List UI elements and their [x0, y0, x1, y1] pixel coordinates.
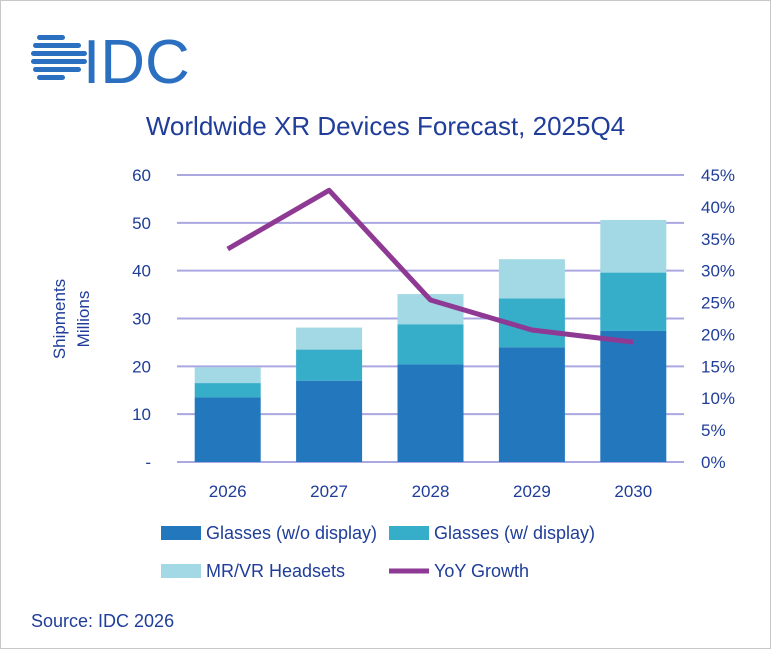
y-tick-label: 40 [132, 262, 151, 281]
logo-stripe [31, 51, 87, 56]
logo-stripe [33, 43, 81, 48]
logo-text: IDC [83, 28, 190, 97]
x-tick-label: 2027 [310, 482, 348, 501]
x-tick-label: 2030 [614, 482, 652, 501]
legend-swatch [161, 564, 201, 578]
bar-segment [296, 327, 363, 350]
legend-label: Glasses (w/ display) [434, 523, 595, 543]
y2-tick-label: 20% [701, 325, 735, 344]
bar-segment [194, 397, 261, 462]
y2-tick-label: 40% [701, 198, 735, 217]
bar-segment [600, 272, 667, 331]
bar-segment [397, 364, 464, 462]
bar-segment [397, 324, 464, 365]
y-axis-label-line: Shipments [50, 279, 69, 359]
bar-segment [296, 349, 363, 381]
bar-segment [600, 330, 667, 462]
y-tick-label: 60 [132, 166, 151, 185]
chart-title: Worldwide XR Devices Forecast, 2025Q4 [145, 111, 626, 141]
y-axis-label: Shipments Millions [50, 279, 93, 359]
y2-tick-label: 10% [701, 389, 735, 408]
bar-segment [498, 259, 565, 299]
y2-tick-label: 15% [701, 357, 735, 376]
legend-label: Glasses (w/o display) [206, 523, 377, 543]
logo-stripe [37, 35, 65, 40]
logo-stripe [37, 75, 65, 80]
y-axis-label-line: Millions [74, 291, 93, 348]
legend-swatch [161, 526, 201, 540]
bar-segment [296, 380, 363, 462]
y2-tick-label: 0% [701, 453, 726, 472]
y-tick-label: - [145, 453, 151, 472]
y2-tick-label: 25% [701, 294, 735, 313]
bar-segment [498, 347, 565, 462]
y-tick-label: 20 [132, 357, 151, 376]
y2-tick-label: 35% [701, 230, 735, 249]
legend-swatch [389, 526, 429, 540]
bar-segment [194, 383, 261, 398]
y2-tick-label: 30% [701, 262, 735, 281]
bar-segment [600, 219, 667, 273]
legend-label: MR/VR Headsets [206, 561, 345, 581]
bar-segment [194, 367, 261, 384]
idc-logo: IDC [31, 28, 190, 97]
legend-label: YoY Growth [434, 561, 529, 581]
y-tick-label: 50 [132, 214, 151, 233]
x-tick-label: 2029 [513, 482, 551, 501]
y-tick-label: 30 [132, 310, 151, 329]
y-tick-label: 10 [132, 405, 151, 424]
y2-tick-label: 5% [701, 421, 726, 440]
x-tick-label: 2026 [209, 482, 247, 501]
logo-stripe [33, 67, 81, 72]
source-note: Source: IDC 2026 [31, 611, 175, 631]
x-tick-label: 2028 [412, 482, 450, 501]
y2-tick-label: 45% [701, 166, 735, 185]
logo-stripe [31, 59, 87, 64]
